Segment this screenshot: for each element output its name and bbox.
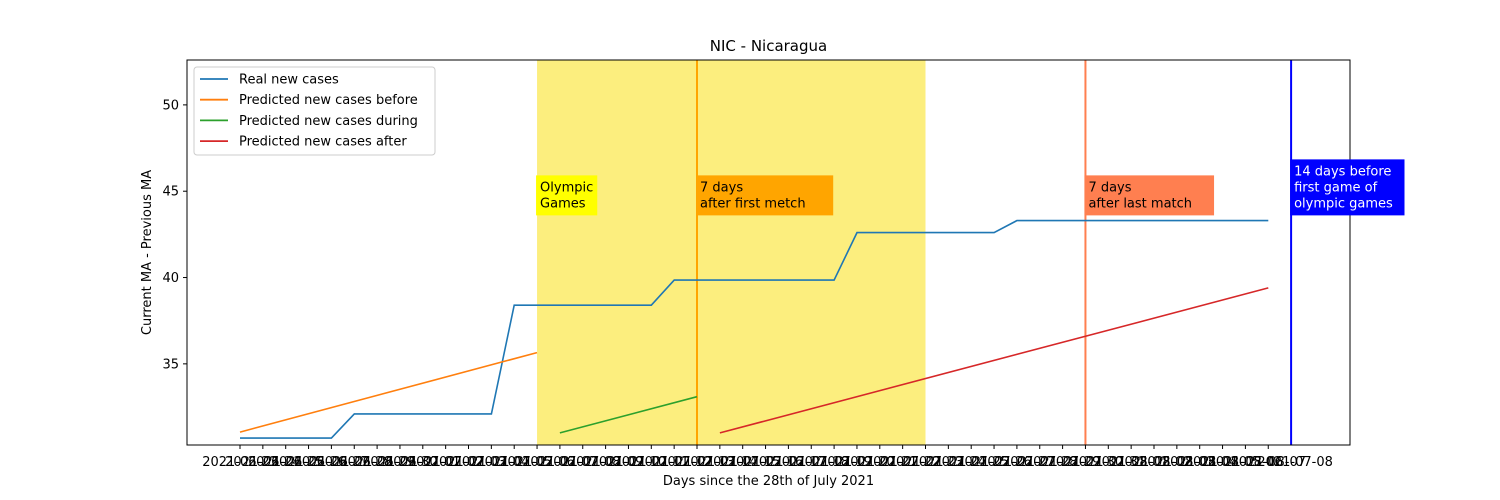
annotation-text: 14 days before bbox=[1294, 164, 1391, 179]
series-line-2 bbox=[239, 351, 538, 433]
x-tick-label: 2021-07-26 bbox=[956, 455, 1032, 470]
x-tick-label: 2021-07-24 bbox=[911, 455, 987, 470]
y-tick-label: 45 bbox=[162, 185, 179, 200]
annotation-text: after first metch bbox=[700, 196, 806, 211]
x-tick-label: 2021-07-30 bbox=[1048, 455, 1124, 470]
x-tick-label: 2021-07-22 bbox=[865, 455, 941, 470]
x-tick-label: 2021-07-10 bbox=[591, 455, 667, 470]
x-tick-label: 2021-07-31 bbox=[1071, 455, 1147, 470]
x-tick-label: 2021-07-17 bbox=[751, 455, 827, 470]
x-tick-label: 2021-07-08 bbox=[1257, 455, 1333, 470]
annotation-text: olympic games bbox=[1294, 196, 1393, 211]
annotation-text: Games bbox=[540, 196, 586, 211]
x-tick-label: 2021-07-05 bbox=[476, 455, 552, 470]
x-tick-label: 2021-07-12 bbox=[636, 455, 712, 470]
x-tick-label: 2021-07-16 bbox=[728, 455, 804, 470]
x-tick-label: 2021-07-04 bbox=[454, 455, 530, 470]
annotation-text: 7 days bbox=[1088, 180, 1131, 195]
x-tick-label: 2021-07-23 bbox=[888, 455, 964, 470]
x-tick-label: 2021-07-11 bbox=[614, 455, 690, 470]
legend-frame bbox=[193, 66, 436, 156]
x-tick-label: 2021-07-13 bbox=[659, 455, 735, 470]
x-tick-label: 2021-07-15 bbox=[705, 455, 781, 470]
y-tick-label: 40 bbox=[162, 271, 179, 286]
legend-label: Predicted new cases during bbox=[239, 114, 418, 129]
annotation-text: after last match bbox=[1088, 196, 1192, 211]
x-tick-label: 2021-08-07 bbox=[1230, 455, 1306, 470]
x-tick-label: 2021-08-06 bbox=[1208, 455, 1284, 470]
x-tick-label: 2021-07-29 bbox=[1025, 455, 1101, 470]
x-tick-label: 2021-07-18 bbox=[773, 455, 849, 470]
axes-frame bbox=[186, 59, 1351, 446]
x-tick-label: 2021-06-23 bbox=[202, 455, 278, 470]
x-tick-label: 2021-07-01 bbox=[385, 455, 461, 470]
series-line-1 bbox=[240, 219, 1269, 439]
x-tick-label: 2021-06-24 bbox=[225, 455, 301, 470]
x-tick-label: 2021-06-26 bbox=[271, 455, 347, 470]
x-tick-label: 2021-06-27 bbox=[294, 455, 370, 470]
x-tick-label: 2021-07-09 bbox=[568, 455, 644, 470]
annotation-background bbox=[1290, 159, 1405, 216]
x-tick-label: 2021-06-29 bbox=[339, 455, 415, 470]
x-tick-label: 2021-07-06 bbox=[499, 455, 575, 470]
x-tick-label: 2021-07-20 bbox=[819, 455, 895, 470]
annotation-text: first game of bbox=[1294, 180, 1378, 195]
annotation-background bbox=[536, 175, 598, 216]
y-tick-label: 50 bbox=[162, 98, 179, 113]
x-tick-label: 2021-07-14 bbox=[682, 455, 758, 470]
x-tick-label: 2021-08-03 bbox=[1139, 455, 1215, 470]
annotation-text: 7 days bbox=[700, 180, 743, 195]
x-tick-label: 2021-07-25 bbox=[933, 455, 1009, 470]
x-axis-label: Days since the 28th of July 2021 bbox=[663, 474, 874, 489]
legend-label: Predicted new cases before bbox=[239, 93, 418, 108]
annotation-background bbox=[696, 175, 834, 216]
legend: Real new cases Predicted new cases before… bbox=[193, 66, 436, 156]
x-tick-label: 2021-07-21 bbox=[842, 455, 918, 470]
x-tick-label: 2021-07-08 bbox=[545, 455, 621, 470]
plot-area: 354045502021-06-232021-06-242021-06-2520… bbox=[162, 59, 1405, 470]
x-tick-label: 2021-07-02 bbox=[408, 455, 484, 470]
y-tick-label: 35 bbox=[162, 357, 179, 372]
olympic-period-shade bbox=[537, 60, 926, 445]
y-axis-label: Current MA - Previous MA bbox=[140, 170, 155, 335]
x-tick-label: 2021-07-27 bbox=[979, 455, 1055, 470]
x-tick-label: 2021-07-03 bbox=[431, 455, 507, 470]
annotation-text: Olympic bbox=[540, 180, 593, 195]
x-tick-label: 2021-06-28 bbox=[316, 455, 392, 470]
x-tick-label: 2021-06-30 bbox=[362, 455, 438, 470]
chart-title: NIC - Nicaragua bbox=[710, 37, 827, 55]
x-tick-label: 2021-08-05 bbox=[1185, 455, 1261, 470]
x-tick-label: 2021-07-19 bbox=[796, 455, 872, 470]
x-tick-label: 2021-07-28 bbox=[1002, 455, 1078, 470]
x-tick-label: 2021-07-07 bbox=[522, 455, 598, 470]
series-line-4 bbox=[719, 287, 1269, 434]
annotation-background bbox=[1084, 175, 1215, 216]
legend-label: Predicted new cases after bbox=[239, 135, 407, 150]
x-tick-label: 2021-08-02 bbox=[1116, 455, 1192, 470]
x-tick-label: 2021-08-04 bbox=[1162, 455, 1238, 470]
x-tick-label: 2021-08-01 bbox=[1093, 455, 1169, 470]
legend-label: Real new cases bbox=[239, 73, 339, 88]
series-line-3 bbox=[559, 395, 698, 434]
x-tick-label: 2021-06-25 bbox=[248, 455, 324, 470]
